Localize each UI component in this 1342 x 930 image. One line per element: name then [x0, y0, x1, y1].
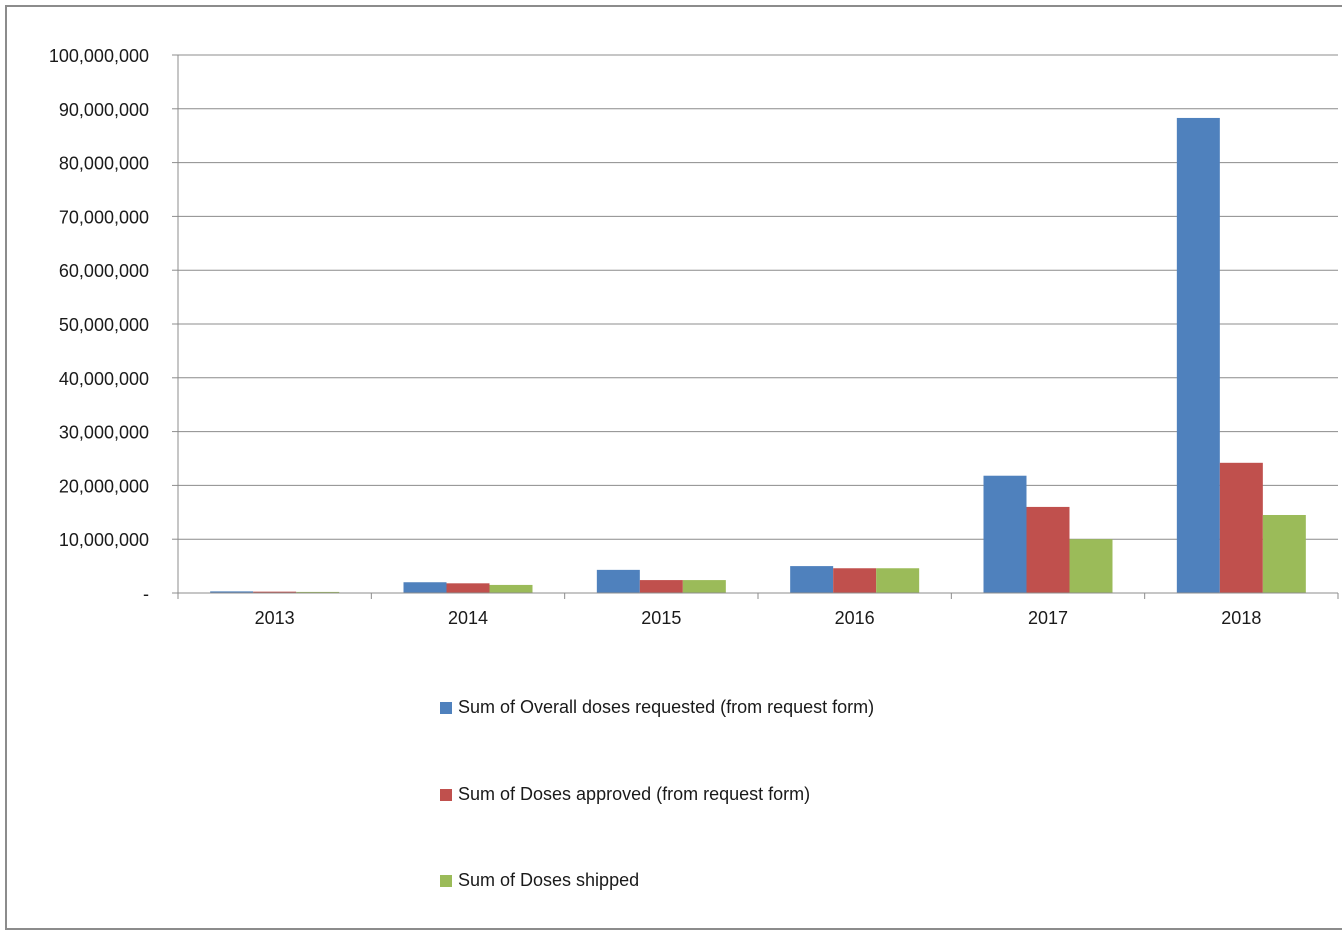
bar-2015-series-3 [682, 580, 726, 593]
y-tick-label: 90,000,000 [59, 100, 149, 120]
y-tick-label: 10,000,000 [59, 530, 149, 550]
bar-2016-series-2 [833, 568, 877, 593]
y-tick-label: - [143, 584, 149, 604]
x-tick-label: 2018 [1221, 608, 1261, 628]
bar-2018-series-3 [1262, 514, 1306, 593]
legend-label-requested: Sum of Overall doses requested (from req… [458, 697, 875, 717]
bar-2017-series-2 [1026, 506, 1070, 593]
gridlines [172, 54, 1338, 594]
legend-label-shipped: Sum of Doses shipped [458, 870, 640, 890]
bar-2015-series-1 [596, 569, 640, 593]
x-tick-label: 2016 [835, 608, 875, 628]
x-tick-label: 2013 [255, 608, 295, 628]
y-tick-label: 80,000,000 [59, 154, 149, 174]
bar-2014-series-2 [446, 583, 490, 593]
y-tick-label: 100,000,000 [49, 46, 149, 66]
bar-2018-series-2 [1219, 462, 1263, 593]
bar-2017-series-3 [1069, 539, 1113, 593]
legend-swatch-requested [440, 701, 452, 714]
legend-label-approved: Sum of Doses approved (from request form… [458, 784, 811, 804]
bars [210, 117, 1306, 594]
x-axis-tick-labels: 2013 2014 2015 2016 2017 2018 [255, 608, 1262, 628]
bar-2013-series-3 [296, 591, 340, 593]
y-tick-label: 70,000,000 [59, 207, 149, 227]
bar-2016-series-1 [790, 566, 834, 593]
bar-2013-series-2 [253, 591, 297, 593]
bar-2015-series-2 [639, 580, 683, 593]
x-axis [177, 55, 1339, 599]
x-tick-label: 2017 [1028, 608, 1068, 628]
bar-2014-series-1 [403, 582, 447, 593]
y-tick-label: 20,000,000 [59, 476, 149, 496]
legend-swatch-approved [440, 788, 452, 801]
legend-item-approved: Sum of Doses approved (from request form… [440, 784, 810, 805]
bar-2016-series-3 [876, 568, 920, 593]
bar-2018-series-1 [1176, 117, 1220, 594]
bar-2017-series-1 [983, 475, 1027, 593]
y-tick-label: 30,000,000 [59, 423, 149, 443]
y-tick-label: 50,000,000 [59, 315, 149, 335]
legend-swatch-shipped [440, 874, 452, 887]
bar-2014-series-3 [489, 584, 533, 593]
bar-2013-series-1 [210, 591, 254, 593]
legend-item-requested: Sum of Overall doses requested (from req… [440, 697, 874, 718]
y-tick-label: 60,000,000 [59, 261, 149, 281]
x-tick-label: 2014 [448, 608, 488, 628]
legend-item-shipped: Sum of Doses shipped [440, 870, 639, 891]
chart-frame [5, 5, 1342, 930]
x-tick-label: 2015 [641, 608, 681, 628]
y-axis-tick-labels: - 10,000,000 20,000,000 30,000,000 40,000,00… [49, 46, 149, 604]
y-tick-label: 40,000,000 [59, 369, 149, 389]
